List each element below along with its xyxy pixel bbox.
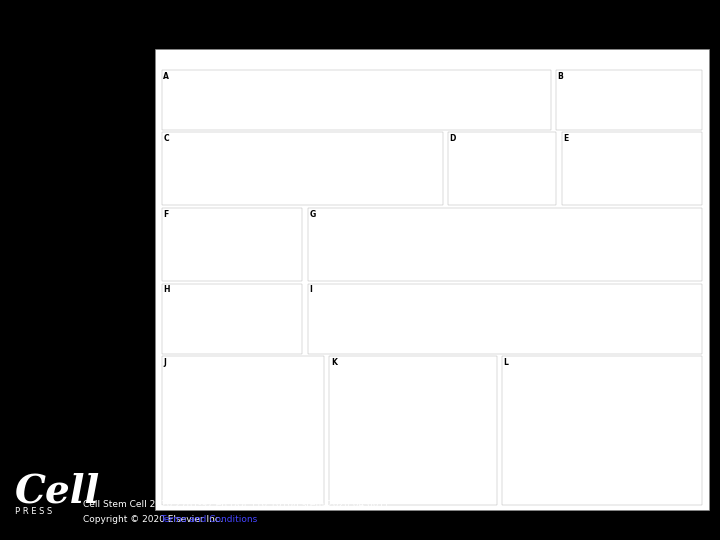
Text: Copyright © 2020 Elsevier Inc.: Copyright © 2020 Elsevier Inc.	[83, 515, 228, 524]
Text: A: A	[163, 72, 169, 81]
Text: K: K	[331, 358, 337, 367]
Text: Figure 2: Figure 2	[329, 22, 391, 37]
Bar	[162, 70, 551, 130]
Text: P R E S S: P R E S S	[15, 508, 53, 516]
Bar	[503, 356, 702, 505]
Text: H: H	[163, 285, 170, 294]
Bar	[448, 132, 557, 205]
Bar	[308, 284, 702, 354]
Bar	[162, 356, 324, 505]
Text: Terms and Conditions: Terms and Conditions	[161, 515, 258, 524]
Bar	[155, 49, 709, 510]
Text: L: L	[504, 358, 508, 367]
Text: Cell: Cell	[14, 472, 99, 510]
Text: I: I	[310, 285, 312, 294]
Text: B: B	[557, 72, 563, 81]
Text: C: C	[163, 134, 169, 143]
Text: F: F	[163, 210, 168, 219]
Text: J: J	[163, 358, 166, 367]
Bar	[162, 284, 302, 354]
Bar	[308, 208, 702, 281]
Text: D: D	[449, 134, 456, 143]
Bar	[330, 356, 497, 505]
Bar	[562, 132, 702, 205]
Text: E: E	[563, 134, 568, 143]
Text: Cell Stem Cell 2020 2781-97.e8 DOI: (10.1016/j.stem.2020.04.001): Cell Stem Cell 2020 2781-97.e8 DOI: (10.…	[83, 501, 387, 509]
Text: G: G	[310, 210, 315, 219]
Bar	[162, 208, 302, 281]
Bar	[556, 70, 702, 130]
Bar	[162, 132, 443, 205]
